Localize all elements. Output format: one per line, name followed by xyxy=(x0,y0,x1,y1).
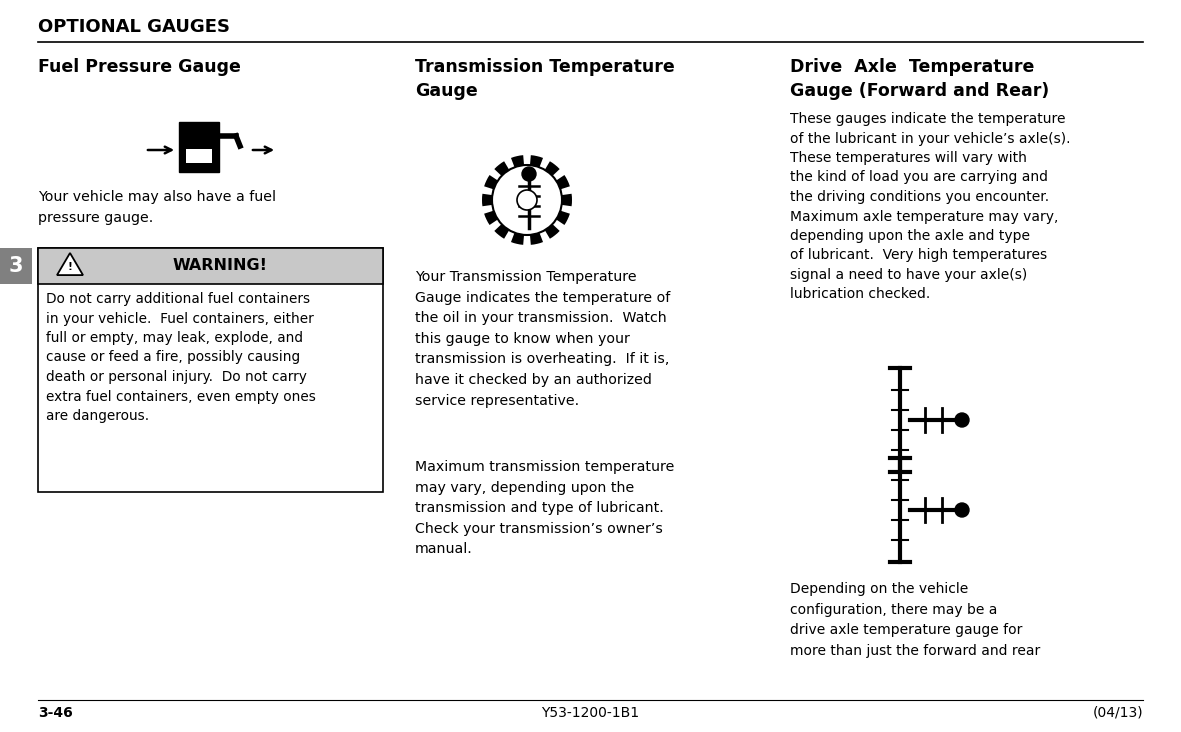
Wedge shape xyxy=(543,223,560,239)
Wedge shape xyxy=(484,175,500,190)
Text: !: ! xyxy=(67,262,72,272)
Wedge shape xyxy=(530,155,543,169)
Text: Maximum transmission temperature
may vary, depending upon the
transmission and t: Maximum transmission temperature may var… xyxy=(415,460,674,556)
Polygon shape xyxy=(57,253,83,275)
Text: Fuel Pressure Gauge: Fuel Pressure Gauge xyxy=(38,58,241,76)
Wedge shape xyxy=(530,231,543,244)
Wedge shape xyxy=(495,223,510,239)
Circle shape xyxy=(955,503,968,517)
Wedge shape xyxy=(554,175,570,190)
Wedge shape xyxy=(511,231,524,244)
Circle shape xyxy=(492,165,562,235)
Text: WARNING!: WARNING! xyxy=(172,258,268,274)
FancyBboxPatch shape xyxy=(0,248,32,284)
FancyBboxPatch shape xyxy=(180,122,218,172)
FancyBboxPatch shape xyxy=(38,248,383,492)
Text: (04/13): (04/13) xyxy=(1092,706,1143,720)
Text: Drive  Axle  Temperature
Gauge (Forward and Rear): Drive Axle Temperature Gauge (Forward an… xyxy=(790,58,1049,100)
FancyBboxPatch shape xyxy=(185,149,213,163)
Text: Your Transmission Temperature
Gauge indicates the temperature of
the oil in your: Your Transmission Temperature Gauge indi… xyxy=(415,270,671,408)
Text: Your vehicle may also have a fuel
pressure gauge.: Your vehicle may also have a fuel pressu… xyxy=(38,190,276,225)
Circle shape xyxy=(522,167,536,181)
Text: 3: 3 xyxy=(8,256,24,276)
Wedge shape xyxy=(560,194,572,206)
Text: These gauges indicate the temperature
of the lubricant in your vehicle’s axle(s): These gauges indicate the temperature of… xyxy=(790,112,1070,302)
Text: Transmission Temperature
Gauge: Transmission Temperature Gauge xyxy=(415,58,674,100)
Text: Do not carry additional fuel containers
in your vehicle.  Fuel containers, eithe: Do not carry additional fuel containers … xyxy=(46,292,315,423)
Circle shape xyxy=(955,413,968,427)
Wedge shape xyxy=(543,161,560,177)
Text: 3-46: 3-46 xyxy=(38,706,73,720)
Text: OPTIONAL GAUGES: OPTIONAL GAUGES xyxy=(38,18,230,36)
Wedge shape xyxy=(482,194,495,206)
Text: Y53-1200-1B1: Y53-1200-1B1 xyxy=(541,706,639,720)
Circle shape xyxy=(517,190,537,210)
Text: Depending on the vehicle
configuration, there may be a
drive axle temperature ga: Depending on the vehicle configuration, … xyxy=(790,582,1040,658)
Wedge shape xyxy=(495,161,510,177)
FancyBboxPatch shape xyxy=(38,248,383,284)
Wedge shape xyxy=(511,155,524,169)
Wedge shape xyxy=(484,210,500,225)
Wedge shape xyxy=(554,210,570,225)
